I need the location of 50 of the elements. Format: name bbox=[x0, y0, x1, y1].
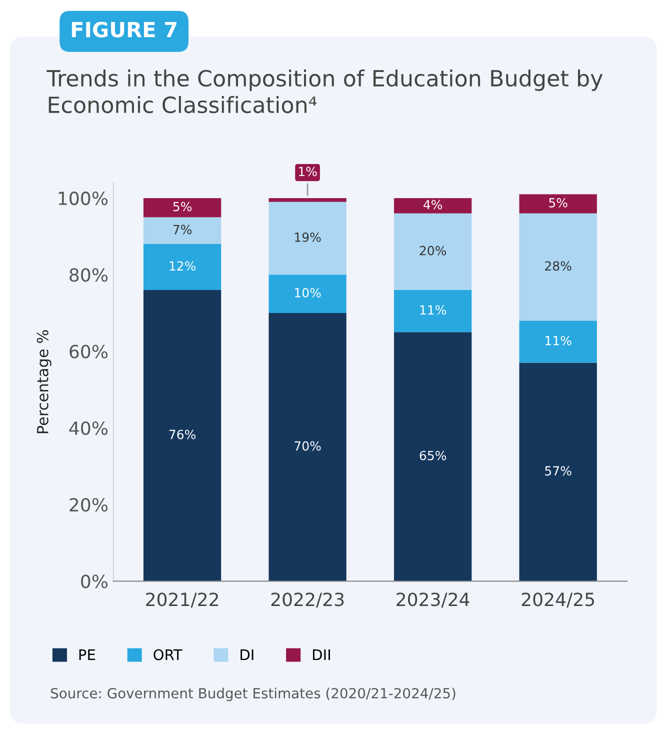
data-label: 28% bbox=[545, 261, 572, 271]
x-tick-label: 2022/23 bbox=[271, 592, 344, 608]
data-label: 1% bbox=[299, 166, 317, 176]
x-tick-label: 2023/24 bbox=[396, 592, 470, 608]
data-label: 11% bbox=[420, 305, 446, 315]
y-tick-label: 40% bbox=[69, 421, 108, 436]
bar bbox=[519, 362, 597, 582]
data-label: 10% bbox=[295, 288, 321, 298]
data-label: 12% bbox=[170, 261, 196, 271]
legend-label: DII bbox=[312, 649, 330, 660]
bar bbox=[268, 202, 346, 275]
x-tick-label: 2021/22 bbox=[146, 592, 218, 608]
bar bbox=[268, 312, 346, 582]
bar bbox=[519, 320, 597, 363]
y-tick-label: 60% bbox=[70, 344, 108, 358]
y-tick-label: 80% bbox=[70, 268, 108, 282]
y-tick-label: 0% bbox=[81, 574, 108, 588]
data-label: 5% bbox=[549, 198, 568, 208]
data-label: 76% bbox=[169, 430, 196, 440]
data-label: 11% bbox=[546, 336, 572, 346]
bar bbox=[143, 198, 222, 218]
data-label: 20% bbox=[420, 246, 446, 256]
caption: FIGURE 7 bbox=[72, 22, 176, 38]
legend-label: DI bbox=[240, 649, 254, 660]
chart-title: Trends in the Composition of Education Budget by Economic Classification⁴ bbox=[46, 69, 603, 114]
data-label: 65% bbox=[420, 450, 446, 460]
x-tick-label: 2024/25 bbox=[522, 592, 594, 608]
bar bbox=[394, 213, 472, 290]
data-label: 4% bbox=[424, 200, 442, 210]
bar bbox=[268, 198, 346, 202]
source-note: Source: Government Budget Estimates (2020/21-2024/25) bbox=[50, 688, 456, 702]
y-tick-label: 100% bbox=[58, 192, 108, 206]
bar bbox=[519, 213, 597, 321]
data-label: 70% bbox=[294, 441, 321, 451]
bar bbox=[268, 274, 346, 313]
bar bbox=[143, 244, 222, 290]
data-label: 19% bbox=[295, 232, 321, 242]
y-axis-title: Percentage % bbox=[36, 330, 52, 434]
legend-label: ORT bbox=[154, 649, 182, 660]
bar bbox=[394, 198, 472, 214]
y-tick-label: 20% bbox=[70, 498, 108, 512]
bar bbox=[394, 332, 472, 582]
data-label: 57% bbox=[545, 466, 572, 476]
legend-label: PE bbox=[79, 649, 96, 660]
bar bbox=[143, 217, 222, 244]
data-label: 7% bbox=[173, 224, 192, 234]
bar bbox=[519, 194, 597, 214]
bar bbox=[394, 290, 472, 332]
bar bbox=[143, 290, 222, 582]
data-label: 5% bbox=[173, 202, 192, 212]
